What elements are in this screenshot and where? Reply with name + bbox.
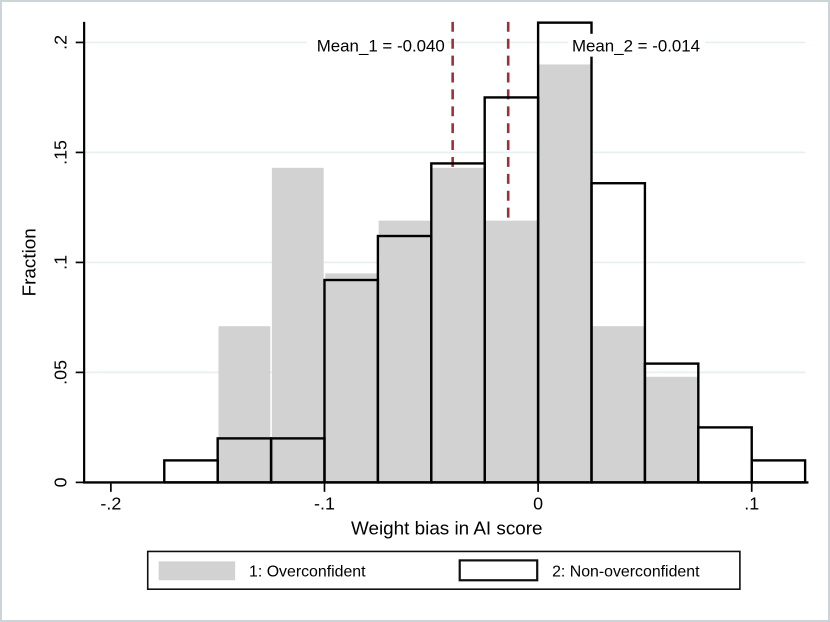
mean1-label: Mean_1 = -0.040 bbox=[317, 37, 445, 56]
bar-overconfident bbox=[218, 326, 271, 483]
bar-overconfident bbox=[271, 167, 324, 483]
mean2-label-background bbox=[568, 33, 706, 57]
x-tick-label: 0 bbox=[533, 494, 543, 514]
legend-box bbox=[146, 550, 741, 590]
y-axis-title: Fraction bbox=[18, 228, 39, 296]
mean2-label: Mean_2 = -0.014 bbox=[572, 37, 700, 56]
bar-non-overconfident bbox=[697, 426, 753, 484]
axes-layer bbox=[83, 21, 809, 484]
bar-overconfident bbox=[432, 167, 484, 483]
legend: 1: Overconfident 2: Non-overconfident bbox=[146, 550, 741, 590]
bar-overconfident bbox=[485, 220, 538, 483]
y-tick-label: .2 bbox=[50, 35, 70, 50]
bar-overconfident bbox=[378, 220, 431, 483]
x-tick-label: -.2 bbox=[100, 494, 121, 514]
legend-swatch-non-overconfident bbox=[458, 559, 539, 582]
mean1-label-background bbox=[306, 33, 448, 57]
y-tick-label: .1 bbox=[50, 255, 70, 270]
x-tick-label: .1 bbox=[744, 494, 759, 514]
legend-label-non-overconfident: 2: Non-overconfident bbox=[552, 563, 700, 580]
y-tick-label: .05 bbox=[50, 360, 70, 385]
legend-swatch-overconfident bbox=[158, 561, 236, 581]
ticks-layer: 0 .05 .1 .15 .2 -.2 -.1 0 .1 bbox=[50, 35, 759, 514]
x-axis-title: Weight bias in AI score bbox=[351, 518, 543, 539]
bar-overconfident bbox=[592, 326, 645, 483]
y-tick-label: .15 bbox=[50, 140, 70, 165]
bar-non-overconfident bbox=[750, 459, 807, 484]
overconfident-bars-layer bbox=[218, 64, 698, 483]
y-tick-label: 0 bbox=[50, 477, 70, 487]
x-tick-label: -.1 bbox=[314, 494, 335, 514]
bar-non-overconfident bbox=[163, 459, 219, 484]
bar-overconfident bbox=[538, 64, 591, 483]
bar-overconfident bbox=[325, 273, 378, 483]
legend-label-overconfident: 1: Overconfident bbox=[249, 563, 366, 580]
bar-overconfident bbox=[645, 376, 698, 483]
